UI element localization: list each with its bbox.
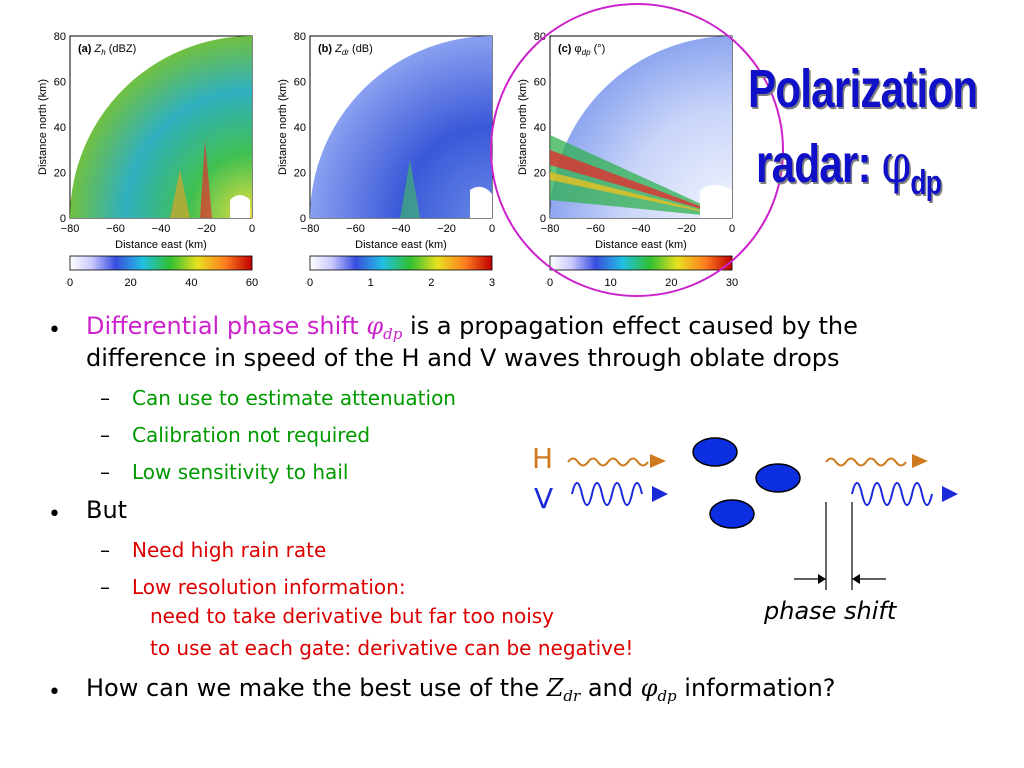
bullet-2: But (86, 496, 128, 524)
x-tick-label: −60 (586, 223, 605, 235)
dash: – (100, 460, 110, 484)
v-arrow-left (652, 486, 668, 502)
phase-shift-label: phase shift (764, 597, 897, 625)
colorbar-tick-label: 20 (125, 277, 137, 289)
drop-3 (709, 499, 755, 529)
x-tick-label: 0 (249, 223, 255, 235)
slide-title-line2: radar: φdp (756, 132, 942, 202)
y-tick-label: 60 (294, 77, 306, 89)
x-tick-label: −20 (677, 223, 696, 235)
colorbar-tick-label: 60 (246, 277, 258, 289)
sub-item-1: Can use to estimate attenuation (132, 386, 456, 410)
colorbar-a (69, 255, 253, 271)
colorbar-tick-label: 3 (489, 277, 495, 289)
sub-item-5-line2: need to take derivative but far too nois… (150, 604, 555, 628)
y-tick-label: 60 (54, 77, 66, 89)
x-tick-label: −20 (437, 223, 456, 235)
panel-title-b: (b) Zdr (dB) (318, 43, 373, 57)
y-tick-label: 80 (534, 31, 546, 43)
x-tick-label: −60 (106, 223, 125, 235)
colorbar-tick-label: 30 (726, 277, 738, 289)
panel-zh (69, 35, 253, 219)
ylabel-c: Distance north (km) (517, 79, 529, 175)
y-tick-label: 0 (540, 213, 546, 225)
y-tick-label: 20 (534, 168, 546, 180)
x-tick-label: −80 (541, 223, 560, 235)
panel-title-a: (a) Zh (dBZ) (78, 43, 136, 57)
x-tick-label: −40 (632, 223, 651, 235)
h-wave-left (567, 457, 649, 467)
xlabel-a: Distance east (km) (115, 239, 207, 251)
v-label: V (534, 482, 554, 515)
panel-title-c: (c) φdp (°) (558, 43, 605, 57)
sub-item-3: Low sensitivity to hail (132, 460, 349, 484)
x-tick-label: −40 (152, 223, 171, 235)
bullet-3: How can we make the best use of the Zdr … (86, 674, 836, 705)
highlight-circle (490, 3, 784, 297)
colorbar-tick-label: 2 (428, 277, 434, 289)
xlabel-c: Distance east (km) (595, 239, 687, 251)
colorbar-c (549, 255, 733, 271)
x-tick-label: −40 (392, 223, 411, 235)
v-arrow-right (942, 486, 958, 502)
v-wave-right (851, 482, 933, 506)
y-tick-label: 0 (60, 213, 66, 225)
x-tick-label: −80 (301, 223, 320, 235)
xlabel-b: Distance east (km) (355, 239, 447, 251)
x-tick-label: −20 (197, 223, 216, 235)
h-arrow-right (912, 454, 928, 468)
sub-item-5-line3: to use at each gate: derivative can be n… (150, 636, 634, 660)
drop-2 (755, 463, 801, 493)
ylabel-a: Distance north (km) (37, 79, 49, 175)
radar-figure: Distance north (km) Distance north (km) … (37, 3, 784, 297)
dash: – (100, 423, 110, 447)
panel-phidp (549, 35, 733, 219)
panel-zdr (309, 35, 493, 219)
slide-title-line1: Polarization (748, 59, 978, 119)
drop-1 (692, 437, 738, 467)
colorbar-tick-label: 0 (307, 277, 313, 289)
bullet-dot-2: • (48, 502, 61, 527)
y-tick-label: 40 (294, 122, 306, 134)
colorbar-tick-label: 1 (368, 277, 374, 289)
y-tick-label: 80 (294, 31, 306, 43)
h-arrow-left (650, 454, 666, 468)
bullet-dot-3: • (48, 680, 61, 705)
colorbar-b (309, 255, 493, 271)
y-tick-label: 0 (300, 213, 306, 225)
y-tick-label: 40 (534, 122, 546, 134)
sub-item-5: Low resolution information: (132, 575, 406, 599)
h-label: H (532, 442, 554, 475)
bullet-dot-1: • (48, 318, 61, 343)
y-tick-label: 80 (54, 31, 66, 43)
bullet-1-line2: difference in speed of the H and V waves… (86, 344, 840, 372)
colorbar-tick-label: 0 (547, 277, 553, 289)
y-tick-label: 20 (294, 168, 306, 180)
y-tick-label: 40 (54, 122, 66, 134)
bullet-1-line1: Differential phase shift φdp is a propag… (86, 312, 858, 343)
y-tick-label: 20 (54, 168, 66, 180)
colorbar-tick-label: 20 (665, 277, 677, 289)
v-wave-left (571, 482, 643, 506)
dash: – (100, 538, 110, 562)
ylabel-b: Distance north (km) (277, 79, 289, 175)
dash: – (100, 575, 110, 599)
x-tick-label: 0 (489, 223, 495, 235)
y-tick-label: 60 (534, 77, 546, 89)
colorbar-tick-label: 10 (605, 277, 617, 289)
h-wave-right (825, 457, 907, 467)
x-tick-label: −80 (61, 223, 80, 235)
colorbar-tick-label: 0 (67, 277, 73, 289)
x-tick-label: 0 (729, 223, 735, 235)
x-tick-label: −60 (346, 223, 365, 235)
sub-item-2: Calibration not required (132, 423, 371, 447)
wave-diagram (567, 437, 958, 590)
colorbar-tick-label: 40 (185, 277, 197, 289)
dash: – (100, 386, 110, 410)
sub-item-4: Need high rain rate (132, 538, 327, 562)
